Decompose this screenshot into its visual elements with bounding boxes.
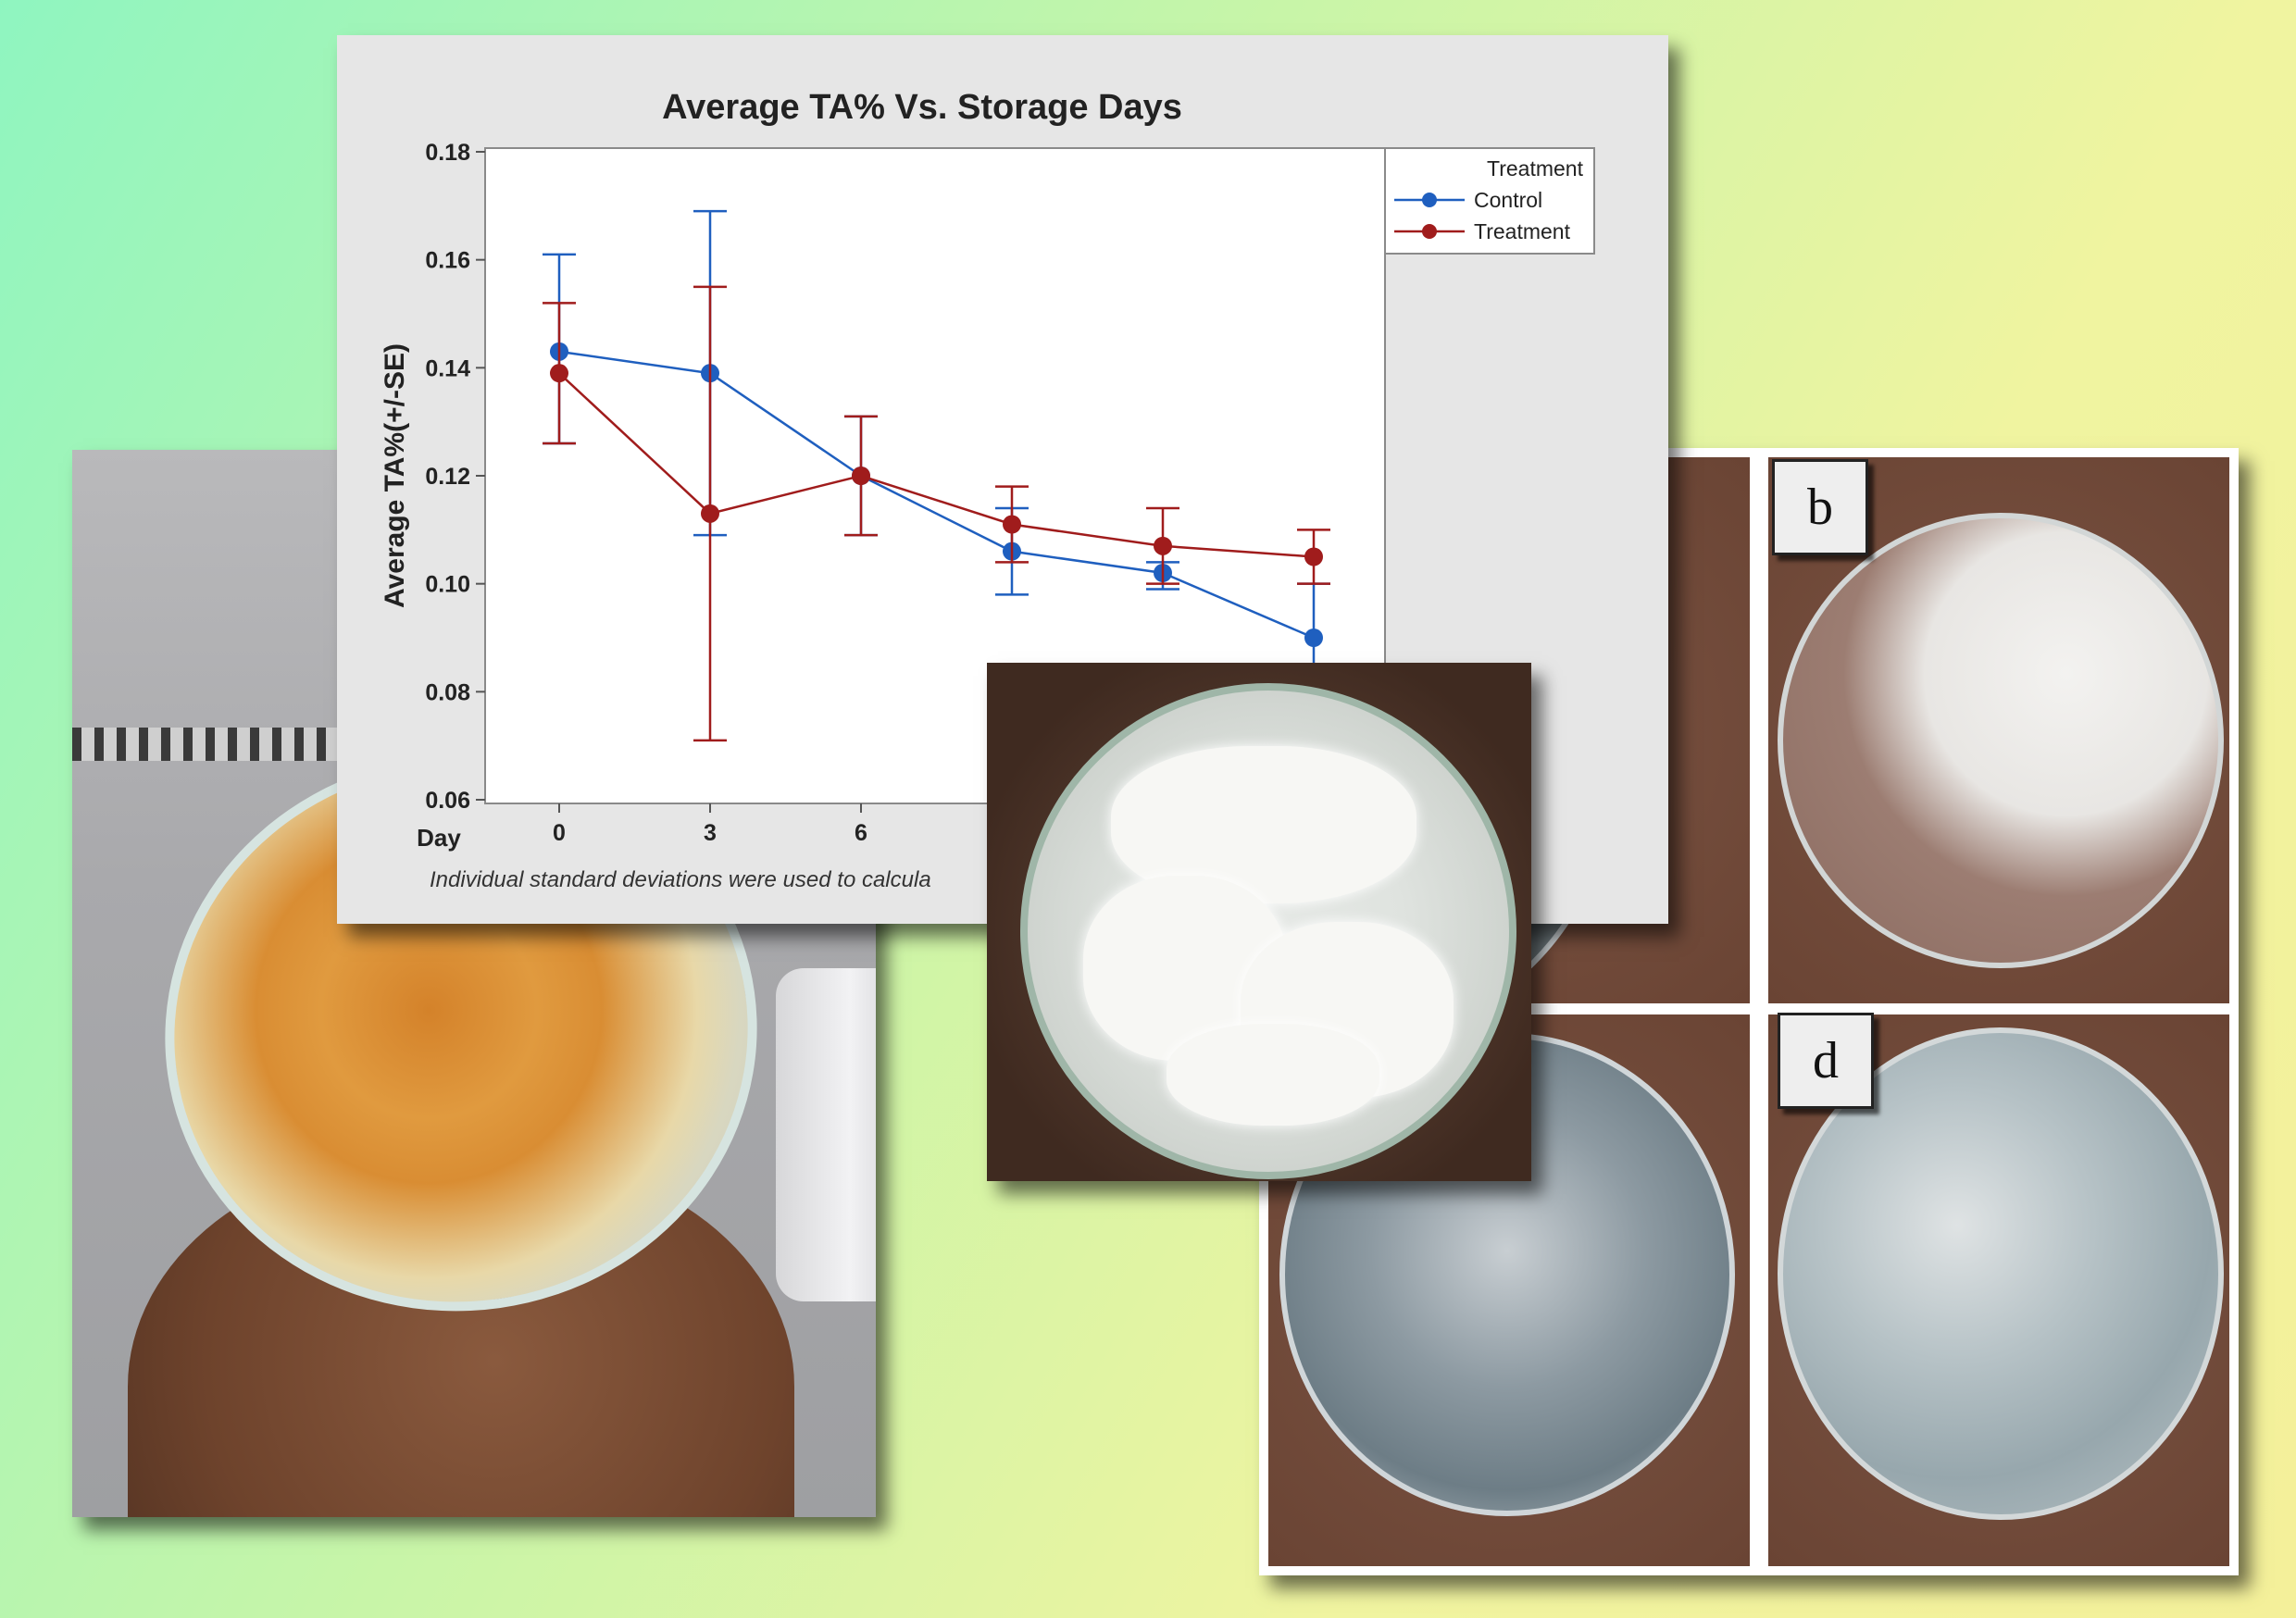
data-point xyxy=(550,364,568,383)
petri-dish-white xyxy=(1020,683,1516,1179)
legend: Treatment Control Treatment xyxy=(1384,147,1595,255)
series-line xyxy=(558,350,1315,640)
data-point xyxy=(1154,536,1172,555)
ta-chart: Average TA% Vs. Storage Days Average TA%… xyxy=(380,88,1595,892)
data-point xyxy=(1304,547,1323,566)
series-group xyxy=(543,209,1330,742)
y-tick-label: 0.06 xyxy=(425,788,470,814)
panel-label-b: b xyxy=(1772,459,1868,555)
panel-label-d: d xyxy=(1778,1013,1874,1109)
data-point xyxy=(1003,515,1021,534)
data-point xyxy=(1304,629,1323,647)
x-tick-label: 3 xyxy=(704,820,717,846)
photo-white-fungus-plate xyxy=(987,663,1531,1181)
chart-footnote: Individual standard deviations were used… xyxy=(430,867,931,892)
legend-label: Control xyxy=(1474,188,1542,212)
legend-entry-treatment: Treatment xyxy=(1394,219,1571,243)
chart-title: Average TA% Vs. Storage Days xyxy=(662,88,1182,127)
y-tick-label: 0.10 xyxy=(425,572,470,598)
axes-group: 0.06 0.08 0.10 0.12 0.14 0.16 0.18 0 3 6 xyxy=(425,140,867,846)
legend-entry-control: Control xyxy=(1394,188,1542,212)
y-tick-label: 0.08 xyxy=(425,679,470,705)
x-tick-label: 6 xyxy=(855,820,867,846)
y-tick-label: 0.16 xyxy=(425,248,470,274)
legend-label: Treatment xyxy=(1474,219,1571,243)
x-tick-label: 0 xyxy=(553,820,566,846)
series-treatment xyxy=(543,285,1330,742)
x-axis-label: Day xyxy=(417,824,461,852)
y-axis-label: Average TA%(+/-SE) xyxy=(380,343,410,608)
data-point xyxy=(701,504,719,523)
data-point xyxy=(852,467,870,485)
legend-swatch-marker xyxy=(1422,224,1437,239)
y-tick-label: 0.12 xyxy=(425,464,470,490)
legend-title: Treatment xyxy=(1487,156,1584,180)
legend-swatch-marker xyxy=(1422,193,1437,207)
plastic-bag xyxy=(776,968,876,1301)
y-tick-label: 0.14 xyxy=(425,355,470,381)
series-line xyxy=(558,372,1315,558)
y-tick-label: 0.18 xyxy=(425,140,470,166)
